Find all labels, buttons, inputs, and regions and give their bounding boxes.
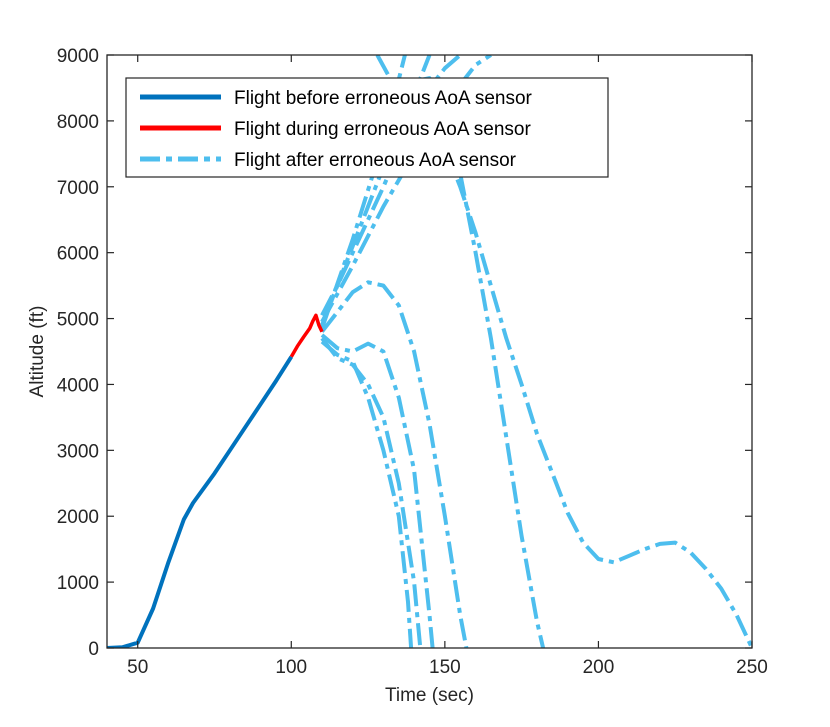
x-tick-label: 200 xyxy=(583,657,615,678)
y-tick-label: 2000 xyxy=(57,507,99,528)
y-tick-label: 9000 xyxy=(57,46,99,67)
y-tick-label: 4000 xyxy=(57,375,99,396)
legend: Flight before erroneous AoA sensor Flight… xyxy=(125,77,609,178)
y-tick-label: 0 xyxy=(88,639,99,660)
x-tick-label: 250 xyxy=(736,657,768,678)
x-tick-label: 50 xyxy=(127,657,148,678)
series-line-during xyxy=(289,313,324,358)
ticks-layer: 50 100 150 200 250 0 1000 2000 3000 4000 5000 6000 7… xyxy=(57,46,768,678)
y-tick-label: 6000 xyxy=(57,244,99,265)
legend-entry-label: Flight before erroneous AoA sensor xyxy=(234,88,533,109)
x-axis-title: Time (sec) xyxy=(385,685,474,706)
series-line-after-9 xyxy=(320,337,423,648)
y-tick-label: 3000 xyxy=(57,441,99,462)
series-line-after-6 xyxy=(413,76,546,648)
y-tick-label: 1000 xyxy=(57,573,99,594)
legend-entry-label: Flight during erroneous AoA sensor xyxy=(234,119,531,140)
series-line-after-7 xyxy=(320,280,469,648)
y-tick-label: 7000 xyxy=(57,178,99,199)
y-tick-label: 8000 xyxy=(57,112,99,133)
legend-entry-label: Flight after erroneous AoA sensor xyxy=(234,150,517,171)
x-tick-label: 150 xyxy=(429,657,461,678)
y-tick-label: 5000 xyxy=(57,310,99,331)
axes-box xyxy=(106,54,753,649)
y-axis-title: Altitude (ft) xyxy=(27,306,48,398)
series-line-after-8 xyxy=(320,333,435,648)
x-tick-label: 100 xyxy=(275,657,307,678)
